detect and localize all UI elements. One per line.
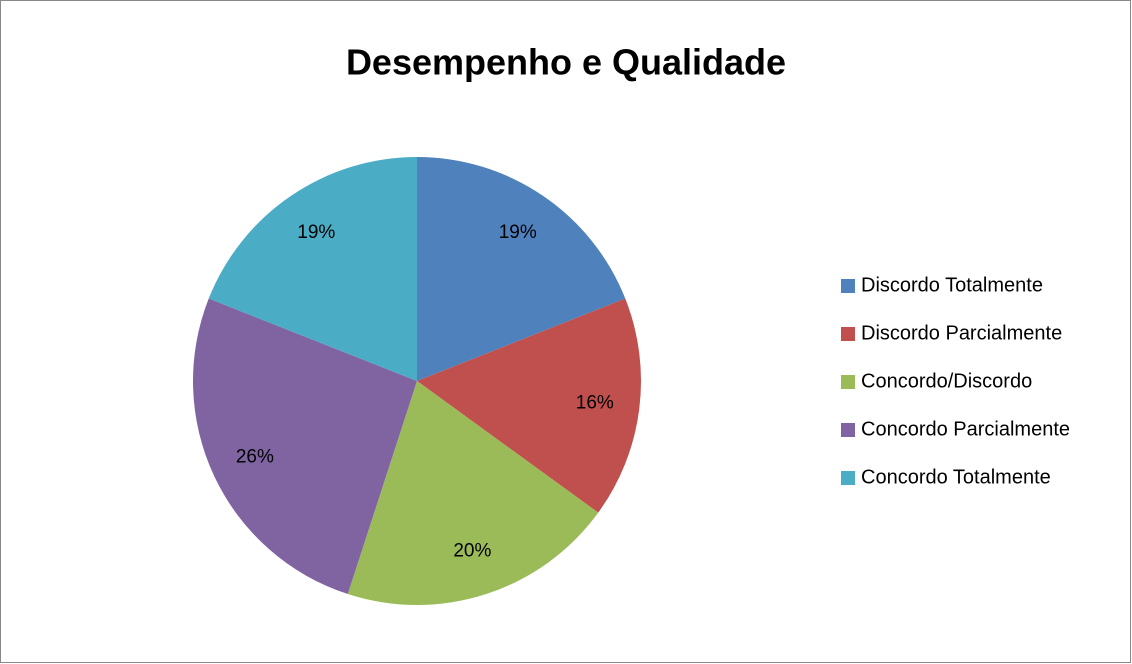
data-label: 19% — [297, 222, 335, 243]
legend-label: Discordo Totalmente — [861, 274, 1043, 296]
pie-slice — [417, 157, 626, 381]
legend-swatch — [841, 423, 855, 437]
legend-label: Concordo/Discordo — [861, 370, 1032, 392]
data-label: 26% — [236, 446, 274, 467]
legend-label: Concordo Totalmente — [861, 466, 1051, 488]
chart-title: Desempenho e Qualidade — [346, 42, 786, 83]
data-label: 16% — [576, 392, 614, 413]
legend-swatch — [841, 279, 855, 293]
legend-label: Discordo Parcialmente — [861, 322, 1062, 344]
data-label: 20% — [453, 540, 491, 561]
pie-slice — [192, 298, 417, 595]
legend-label: Concordo Parcialmente — [861, 418, 1070, 440]
legend-swatch — [841, 375, 855, 389]
data-label: 19% — [499, 222, 537, 243]
pie-slice — [417, 298, 642, 513]
legend-swatch — [841, 327, 855, 341]
legend-swatch — [841, 471, 855, 485]
pie-slice — [347, 381, 599, 606]
pie-slice — [208, 157, 417, 381]
